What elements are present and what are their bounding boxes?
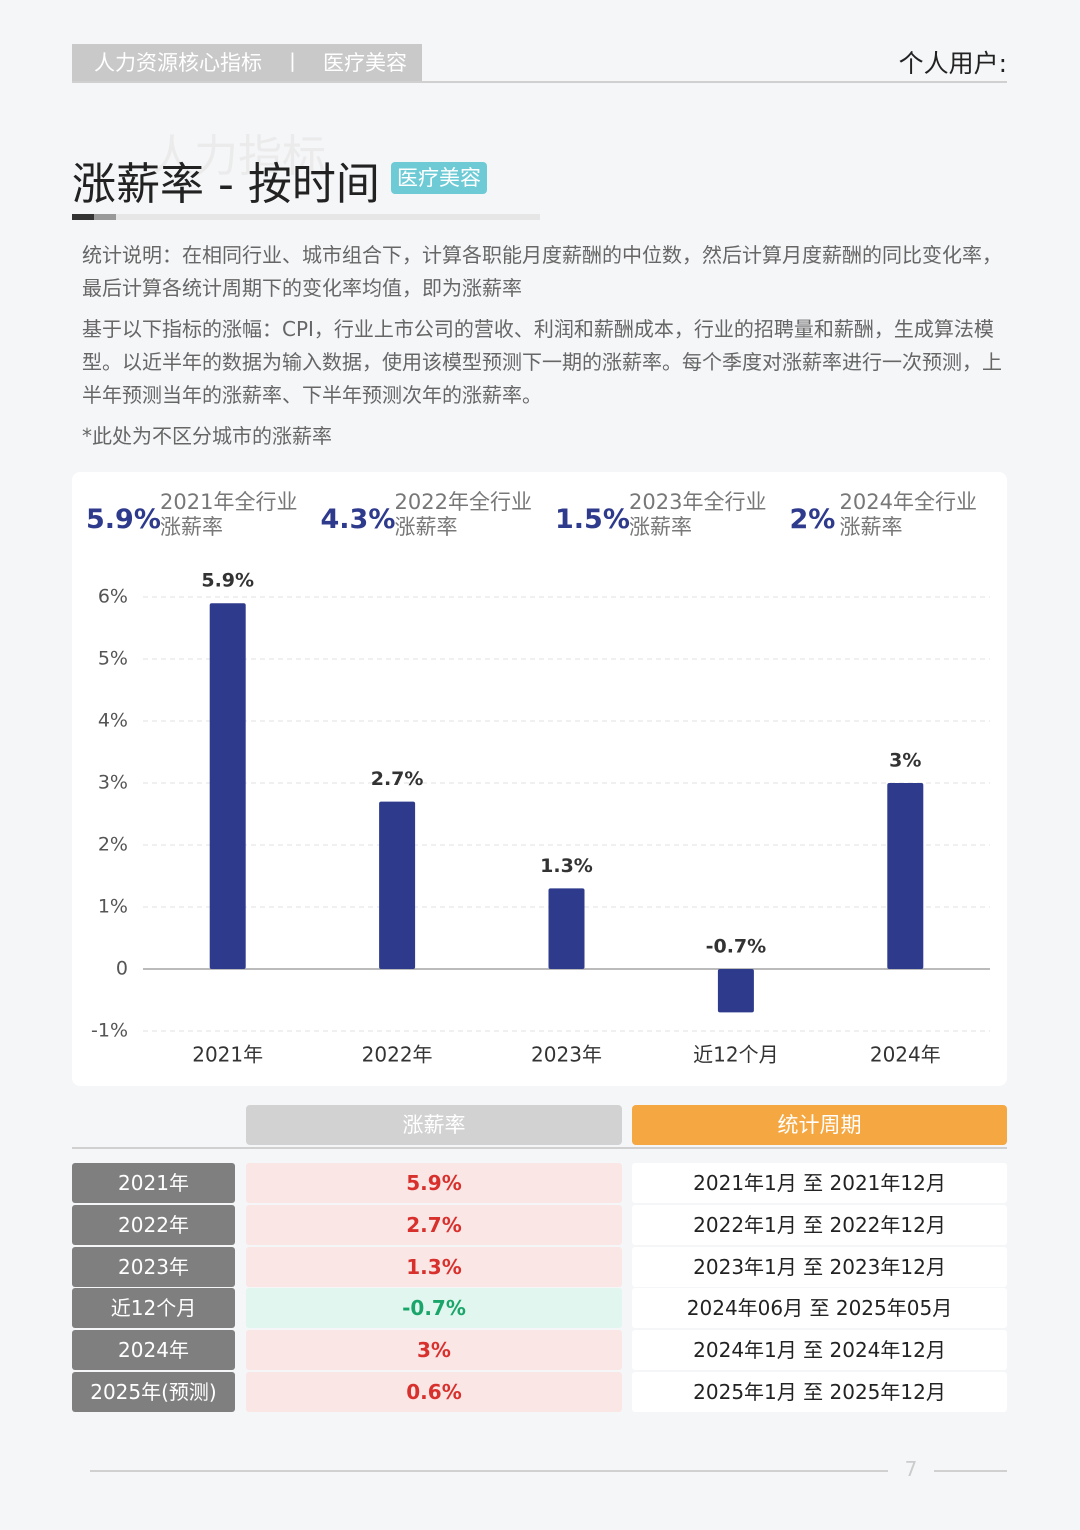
summary-label: 2022年全行业	[394, 490, 532, 514]
row-label: 2025年(预测)	[72, 1372, 235, 1412]
period-cell: 2024年1月 至 2024年12月	[632, 1330, 1007, 1371]
rate-cell: 0.6%	[246, 1372, 622, 1412]
x-tick-label: 2024年	[870, 1043, 941, 1067]
footer-rule	[90, 1470, 888, 1472]
description-paragraph: 基于以下指标的涨幅：CPI，行业上市公司的营收、利润和薪酬成本，行业的招聘量和薪…	[82, 317, 1002, 407]
header-tag-text: 人力资源核心指标	[94, 51, 262, 75]
x-tick-label: 2022年	[362, 1043, 433, 1067]
row-label: 2022年	[72, 1204, 235, 1245]
header-tag-text: 医疗美容	[323, 51, 407, 75]
bar	[209, 603, 246, 969]
description-paragraph: *此处为不区分城市的涨薪率	[82, 424, 332, 448]
bar	[887, 783, 924, 969]
rate-cell: 2.7%	[246, 1204, 622, 1245]
column-header: 统计周期	[632, 1105, 1007, 1145]
period-cell: 2022年1月 至 2022年12月	[632, 1204, 1007, 1245]
period-cell: 2021年1月 至 2021年12月	[632, 1163, 1007, 1203]
summary-value: 4.3%	[320, 504, 396, 535]
description: 统计说明：在相同行业、城市组合下，计算各职能月度薪酬的中位数，然后计算月度薪酬的…	[82, 239, 1007, 461]
page-number: 7	[904, 1457, 918, 1481]
y-tick-label: 0	[116, 958, 128, 980]
y-tick-label: 4%	[98, 710, 128, 732]
bar	[717, 969, 754, 1013]
summary-value: 1.5%	[555, 504, 630, 535]
summary-value: 2%	[789, 504, 836, 535]
summary-sublabel: 涨薪率	[160, 515, 223, 539]
footer-rule	[934, 1470, 1007, 1472]
x-tick-label: 2023年	[531, 1043, 602, 1067]
y-tick-label: 3%	[98, 772, 128, 794]
rate-cell: -0.7%	[246, 1288, 622, 1329]
rate-cell: 3%	[246, 1330, 622, 1371]
y-tick-label: 5%	[98, 648, 128, 670]
row-label: 2024年	[72, 1330, 235, 1371]
description-paragraph: 统计说明：在相同行业、城市组合下，计算各职能月度薪酬的中位数，然后计算月度薪酬的…	[82, 243, 1002, 300]
summary-sublabel: 涨薪率	[629, 515, 692, 539]
period-cell: 2024年06月 至 2025年05月	[632, 1288, 1007, 1329]
bar	[548, 888, 585, 969]
data-label: 2.7%	[371, 768, 424, 790]
rate-cell: 5.9%	[246, 1163, 622, 1203]
page-title: 涨薪率 - 按时间	[72, 159, 380, 210]
column-header: 涨薪率	[246, 1105, 622, 1145]
summary-label: 2023年全行业	[629, 490, 767, 514]
summary-value: 5.9%	[86, 504, 161, 535]
rate-cell: 1.3%	[246, 1246, 622, 1287]
data-label: 1.3%	[540, 855, 593, 877]
chart: -1% 0 1% 2% 3% 4% 5% 6% 2021年 5.9% 2022年 2.7% 2023年 1…	[91, 570, 990, 1067]
title-rule	[72, 214, 540, 220]
y-tick-label: 2%	[98, 834, 128, 856]
y-tick-label: 1%	[98, 896, 128, 918]
header-tag: 人力资源核心指标丨医疗美容	[72, 44, 422, 82]
bar	[379, 801, 416, 969]
summary-sublabel: 涨薪率	[839, 515, 903, 539]
summary-label: 2024年全行业	[839, 490, 977, 514]
watermark: 人力指标	[150, 131, 326, 182]
period-cell: 2025年1月 至 2025年12月	[632, 1372, 1007, 1412]
user-label: 个人用户:	[898, 49, 1007, 78]
data-label: 3%	[889, 750, 921, 772]
y-tick-label: -1%	[91, 1020, 128, 1042]
x-tick-label: 2021年	[192, 1043, 263, 1067]
row-label: 2021年	[72, 1163, 235, 1203]
summary-sublabel: 涨薪率	[394, 515, 458, 539]
summary: 5.9% 2021年全行业 涨薪率 4.3% 2022年全行业 涨薪率 1.5% 2023年全…	[72, 486, 1007, 546]
row-label: 近12个月	[72, 1288, 235, 1329]
row-label: 2023年	[72, 1246, 235, 1287]
header-tag-text: 丨	[282, 51, 303, 75]
data-label: -0.7%	[706, 936, 767, 958]
y-tick-label: 6%	[98, 586, 128, 608]
badge: 医疗美容	[391, 162, 487, 194]
x-tick-label: 近12个月	[693, 1043, 778, 1067]
data-label: 5.9%	[201, 570, 254, 592]
summary-label: 2021年全行业	[160, 490, 298, 514]
table-rule	[72, 1147, 1007, 1149]
header-rule	[72, 81, 1007, 83]
period-cell: 2023年1月 至 2023年12月	[632, 1246, 1007, 1287]
